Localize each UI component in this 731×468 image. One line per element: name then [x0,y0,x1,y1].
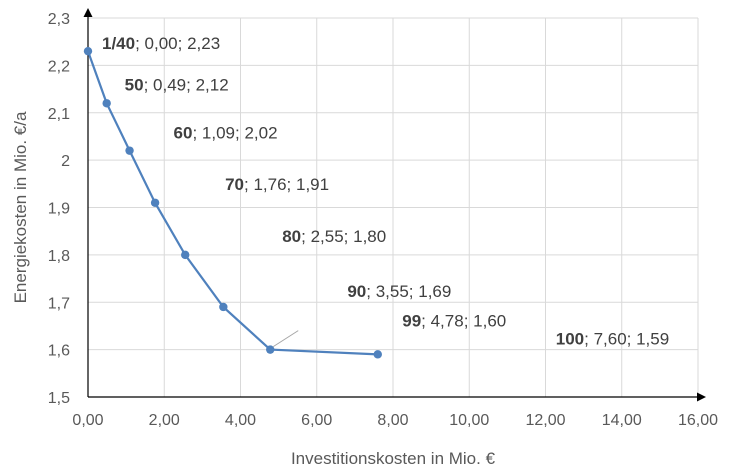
x-axis-arrow [697,392,706,402]
data-label: 90; 3,55; 1,69 [347,282,451,301]
data-label-values: ; 2,55; 1,80 [301,227,386,246]
x-tick-labels: 0,00 2,00 4,00 6,00 8,00 10,00 12,00 14,00 16,00 [72,412,718,429]
x-tick-label: 0,00 [72,412,103,429]
leader-line [272,330,299,348]
y-tick-label: 2,3 [48,11,70,28]
data-label: 70; 1,76; 1,91 [225,175,329,194]
data-label-name: 80 [282,227,301,246]
data-label-values: ; 1,09; 2,02 [192,124,277,143]
y-tick-label: 1,9 [48,201,70,218]
x-tick-label: 2,00 [149,412,180,429]
y-axis-title: Energiekosten in Mio. €/a [11,111,30,303]
series-line [86,50,378,356]
data-point [102,99,111,108]
x-tick-label: 8,00 [377,412,408,429]
data-label: 100; 7,60; 1,59 [556,329,669,348]
data-label: 80; 2,55; 1,80 [282,227,386,246]
y-tick-label: 2,2 [48,58,70,75]
x-tick-label: 16,00 [678,412,718,429]
y-tick-label: 1,8 [48,248,70,265]
data-labels: 1/40; 0,00; 2,23 50; 0,49; 2,12 60; 1,09; … [102,34,669,348]
y-tick-label: 1,5 [48,390,70,407]
data-point [83,46,93,56]
data-label-values: ; 1,76; 1,91 [244,175,329,194]
data-label: 99; 4,78; 1,60 [402,312,506,331]
axes [83,8,706,402]
x-tick-label: 10,00 [449,412,489,429]
data-label-name: 90 [347,282,366,301]
data-label: 50; 0,49; 2,12 [125,75,229,94]
x-tick-label: 4,00 [225,412,256,429]
data-label-values: ; 0,00; 2,23 [135,34,220,53]
x-tick-label: 12,00 [525,412,565,429]
data-label-name: 50 [125,75,144,94]
data-label-values: ; 7,60; 1,59 [584,329,669,348]
data-label-values: ; 3,55; 1,69 [366,282,451,301]
series [83,46,382,359]
x-tick-label: 14,00 [602,412,642,429]
y-tick-label: 1,6 [48,343,70,360]
data-label: 1/40; 0,00; 2,23 [102,34,220,53]
data-label-name: 70 [225,175,244,194]
y-tick-label: 1,7 [48,295,70,312]
data-label-values: ; 4,78; 1,60 [421,312,506,331]
x-tick-label: 6,00 [301,412,332,429]
data-point [219,302,228,312]
data-label-name: 99 [402,312,421,331]
data-point [125,146,134,155]
data-point [181,250,190,260]
y-axis-arrow [83,8,93,17]
data-point [266,345,275,354]
x-axis-title: Investitionskosten in Mio. € [291,449,496,468]
data-label-name: 100 [556,329,584,348]
data-point [150,198,160,207]
data-label-name: 1/40 [102,34,135,53]
y-tick-label: 2,1 [48,106,70,123]
data-point [373,350,382,359]
data-label-name: 60 [174,124,193,143]
y-tick-label: 2 [61,153,70,170]
data-label: 60; 1,09; 2,02 [174,124,278,143]
grid [88,17,699,397]
y-tick-labels: 1,5 1,6 1,7 1,8 1,9 2 2,1 2,2 2,3 [48,11,70,407]
data-label-values: ; 0,49; 2,12 [144,75,229,94]
